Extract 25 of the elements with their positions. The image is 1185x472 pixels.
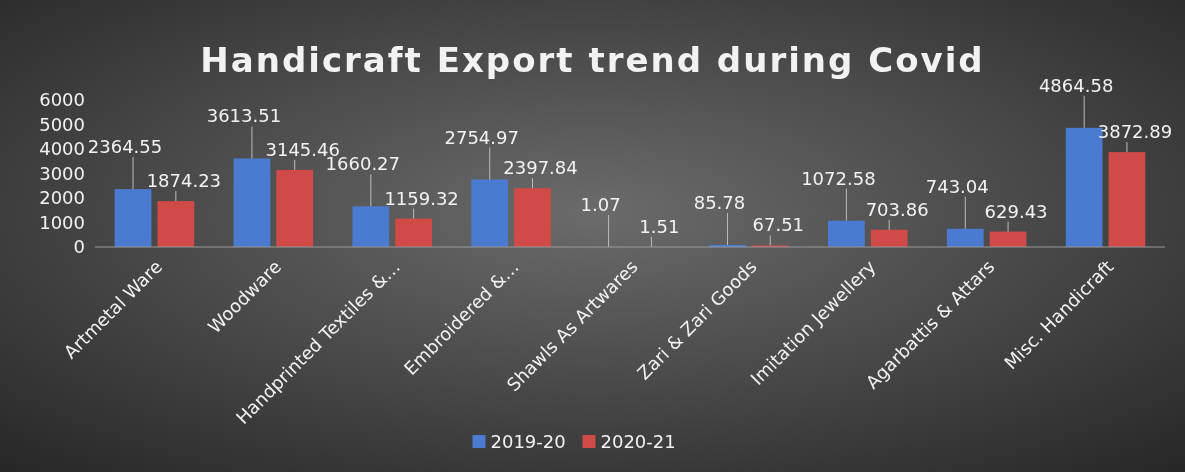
data-label: 4864.58 (1038, 74, 1114, 96)
data-label: 2397.84 (503, 157, 578, 179)
y-tick-label: 2000 (39, 187, 85, 209)
data-label: 2754.97 (444, 126, 519, 148)
data-label: 629.43 (984, 200, 1048, 222)
data-label: 1874.23 (146, 170, 222, 192)
data-label: 2364.55 (87, 136, 163, 158)
y-tick-label: 1000 (39, 211, 85, 233)
y-tick-label: 0 (73, 236, 85, 258)
y-tick-label: 4000 (39, 138, 85, 160)
y-tick-label: 3000 (39, 162, 85, 184)
data-label: 1072.58 (801, 167, 876, 189)
data-label: 85.78 (693, 191, 746, 213)
y-tick-label: 5000 (39, 113, 85, 135)
legend-label: 2019-20 (490, 431, 566, 453)
data-label: 703.86 (865, 198, 929, 220)
legend-label: 2020-21 (600, 431, 676, 453)
chart-title: Handicraft Export trend during Covid (200, 40, 985, 80)
data-label: 743.04 (925, 175, 989, 197)
y-tick-label: 6000 (39, 89, 85, 111)
data-label: 1159.32 (384, 187, 459, 209)
data-label: 67.51 (752, 214, 805, 236)
data-label: 1.07 (580, 193, 621, 215)
data-label: 3613.51 (206, 105, 282, 127)
data-label: 1.51 (639, 215, 680, 237)
